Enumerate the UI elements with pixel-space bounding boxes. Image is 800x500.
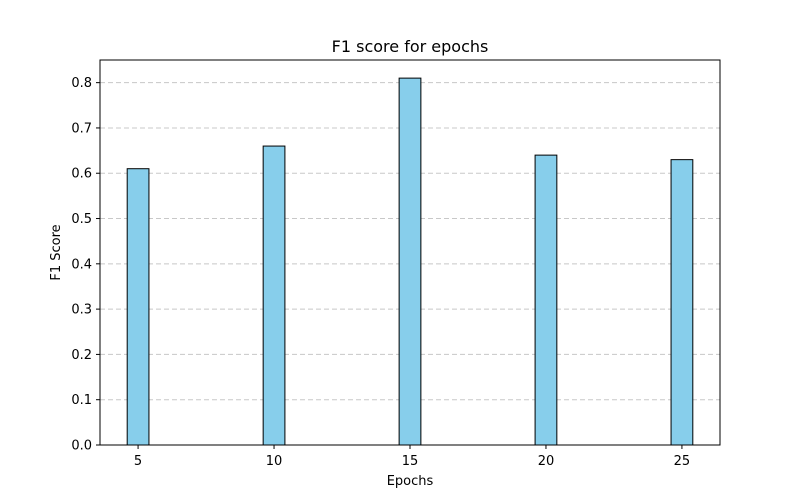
x-tick-label: 20 <box>538 454 555 469</box>
chart-title: F1 score for epochs <box>332 37 489 56</box>
x-axis-title: Epochs <box>387 474 434 489</box>
bar <box>398 77 422 446</box>
bar <box>534 154 558 446</box>
y-tick-label: 0.4 <box>71 257 92 272</box>
y-tick-label: 0.7 <box>71 121 92 136</box>
y-axis: 0.0 0.1 0.2 0.3 0.4 0.5 0.6 0.7 0.8 <box>71 76 100 454</box>
x-axis: 5 10 15 20 25 <box>134 445 690 469</box>
grid <box>100 82 720 401</box>
x-tick-label: 15 <box>402 454 419 469</box>
y-tick-label: 0.0 <box>71 439 92 454</box>
y-tick-label: 0.1 <box>71 393 92 408</box>
y-axis-title: F1 Score <box>49 224 64 280</box>
x-tick-label: 25 <box>674 454 691 469</box>
y-tick-label: 0.5 <box>71 212 92 227</box>
bar <box>262 145 286 446</box>
x-tick-label: 10 <box>266 454 283 469</box>
y-tick-label: 0.8 <box>71 76 92 91</box>
bar <box>126 168 150 446</box>
x-tick-label: 5 <box>134 454 142 469</box>
y-tick-label: 0.6 <box>71 167 92 182</box>
y-tick-label: 0.3 <box>71 303 92 318</box>
bar <box>670 159 694 446</box>
y-tick-label: 0.2 <box>71 348 92 363</box>
bars <box>126 77 694 446</box>
